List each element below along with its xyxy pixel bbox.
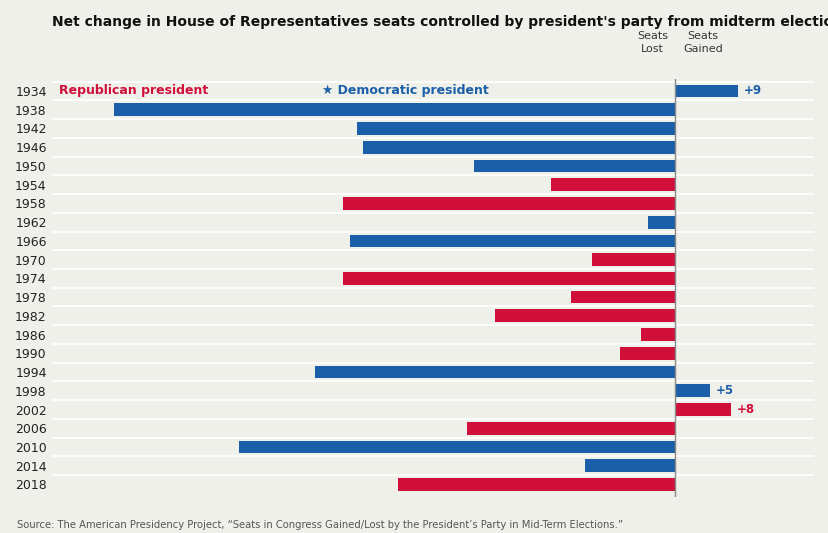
Bar [342,272,675,285]
Bar [675,384,709,397]
Text: -81: -81 [124,103,146,116]
Text: -46: -46 [367,122,388,135]
Text: Seats
Lost: Seats Lost [636,31,667,54]
Text: -15: -15 [581,290,602,304]
Text: -52: -52 [325,366,346,378]
Bar [675,85,737,98]
Bar [640,328,675,341]
Bar [356,122,675,135]
Bar [474,159,675,172]
Text: -30: -30 [477,422,498,435]
Bar [647,216,675,229]
Text: Seats
Gained: Seats Gained [682,31,722,54]
Bar [585,459,675,472]
Bar [342,197,675,210]
Text: -45: -45 [373,141,395,154]
Text: -48: -48 [353,197,374,210]
Text: +9: +9 [743,84,760,98]
Bar [238,441,675,454]
Bar [550,178,675,191]
Bar [619,347,675,360]
Bar [315,366,675,378]
Text: -8: -8 [629,347,643,360]
Text: Republican president: Republican president [59,84,208,98]
Text: Net change in House of Representatives seats controlled by president's party fro: Net change in House of Representatives s… [51,15,828,29]
Bar [363,141,675,154]
Text: -12: -12 [602,253,623,266]
Text: -48: -48 [353,272,374,285]
Text: -47: -47 [359,235,381,247]
Text: +5: +5 [715,384,733,397]
Text: -5: -5 [650,328,663,341]
Bar [467,422,675,434]
Bar [570,290,675,303]
Text: -13: -13 [595,459,616,472]
Text: ★ Democratic president: ★ Democratic president [321,84,488,98]
Bar [591,253,675,266]
Text: Source: The American Presidency Project, “Seats in Congress Gained/Lost by the P: Source: The American Presidency Project,… [17,520,622,530]
Text: -18: -18 [561,178,581,191]
Text: -63: -63 [249,440,270,454]
Bar [675,403,730,416]
Text: +8: +8 [735,403,753,416]
Bar [397,478,675,491]
Text: -29: -29 [484,159,505,172]
Text: -40: -40 [408,478,429,491]
Bar [114,103,675,116]
Text: -4: -4 [657,216,671,229]
Text: -26: -26 [505,309,526,322]
Bar [349,235,675,247]
Bar [494,310,675,322]
